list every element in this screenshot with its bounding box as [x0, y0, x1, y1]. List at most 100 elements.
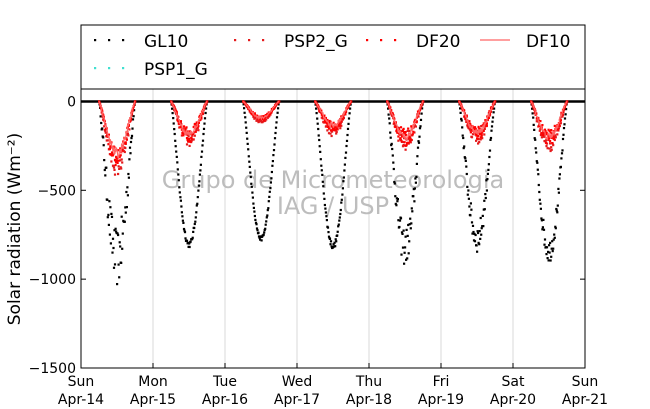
- point-GL10-5-67: [492, 111, 495, 114]
- point-GL10-0-41: [119, 245, 122, 248]
- point-GL10-2-60: [272, 149, 276, 152]
- series-GL10: [98, 100, 569, 286]
- point-DF20-3-33: [331, 125, 334, 128]
- point-PSP2_G-6-43: [552, 144, 555, 147]
- point-GL10-4-30: [401, 232, 404, 235]
- point-GL10-2-20: [252, 202, 255, 205]
- point-PSP2_G-4-32: [402, 143, 405, 147]
- point-GL10-6-19: [539, 207, 542, 210]
- point-GL10-6-20: [540, 217, 543, 220]
- point-GL10-4-38: [405, 228, 408, 231]
- point-DF20-3-53: [341, 117, 344, 120]
- point-GL10-5-51: [484, 193, 487, 196]
- point-GL10-6-2: [531, 107, 534, 110]
- point-GL10-1-18: [179, 196, 182, 199]
- point-DF20-6-39: [550, 129, 553, 132]
- point-GL10-0-30: [113, 229, 116, 232]
- point-GL10-2-28: [256, 229, 259, 232]
- point-GL10-5-53: [485, 179, 488, 182]
- point-GL10-3-16: [322, 185, 325, 188]
- point-GL10-4-44: [408, 223, 411, 226]
- point-GL10-5-24: [470, 208, 473, 211]
- point-PSP2_G-6-25: [542, 135, 546, 138]
- point-GL10-6-7: [533, 137, 536, 140]
- point-PSP2_G-5-50: [483, 127, 486, 130]
- point-GL10-0-55: [126, 186, 129, 189]
- point-GL10-2-22: [253, 210, 256, 213]
- point-GL10-5-4: [460, 117, 463, 120]
- point-GL10-4-35: [404, 246, 407, 249]
- point-PSP2_G-5-49: [483, 133, 486, 136]
- point-GL10-5-40: [478, 230, 481, 233]
- point-GL10-4-37: [405, 258, 408, 261]
- point-GL10-5-50: [483, 208, 486, 211]
- point-GL10-6-4: [532, 116, 535, 119]
- legend-item-DF20: DF20: [366, 32, 461, 52]
- x-tick-weekday-4: Thu: [355, 374, 382, 390]
- point-DF20-4-42: [407, 141, 410, 144]
- point-GL10-4-51: [412, 195, 415, 198]
- point-GL10-5-37: [477, 231, 480, 235]
- point-GL10-1-10: [175, 150, 178, 153]
- point-GL10-6-40: [550, 247, 553, 250]
- point-GL10-3-57: [343, 169, 346, 172]
- point-GL10-6-47: [554, 225, 557, 228]
- point-DF20-3-58: [343, 113, 346, 116]
- point-GL10-0-19: [107, 223, 110, 226]
- point-PSP2_G-6-17: [538, 129, 541, 132]
- point-DF20-5-52: [484, 123, 487, 126]
- point-GL10-2-32: [258, 236, 261, 240]
- point-DF20-0-19: [107, 133, 110, 136]
- point-DF20-2-49: [267, 114, 270, 117]
- point-DF20-0-27: [111, 154, 115, 157]
- x-tick-weekday-1: Mon: [138, 374, 168, 390]
- legend-item-PSP1_G: PSP1_G: [94, 60, 208, 80]
- point-GL10-1-35: [188, 242, 191, 245]
- point-GL10-1-11: [175, 155, 178, 158]
- point-GL10-0-26: [111, 251, 114, 254]
- point-GL10-5-22: [469, 214, 472, 217]
- point-GL10-0-68: [133, 109, 136, 112]
- point-PSP2_G-1-21: [180, 134, 183, 137]
- x-tick-weekday-5: Fri: [433, 374, 450, 390]
- point-GL10-3-43: [336, 234, 339, 237]
- point-GL10-0-51: [124, 206, 127, 209]
- point-GL10-2-2: [243, 107, 246, 110]
- point-GL10-5-66: [491, 116, 495, 119]
- point-PSP2_G-0-39: [118, 167, 121, 170]
- point-PSP2_G-5-25: [470, 136, 474, 139]
- point-DF20-5-10: [463, 109, 466, 112]
- point-GL10-5-12: [464, 157, 467, 160]
- x-tick-date-1: Apr-15: [130, 392, 176, 408]
- point-PSP2_G-6-58: [559, 122, 562, 125]
- point-GL10-4-24: [398, 225, 401, 229]
- point-PSP2_G-0-26: [111, 152, 114, 155]
- point-DF20-0-32: [114, 164, 117, 167]
- point-PSP2_G-1-59: [200, 117, 203, 120]
- point-PSP2_G-0-43: [120, 167, 123, 170]
- point-GL10-3-56: [342, 176, 345, 179]
- point-GL10-5-5: [460, 119, 463, 122]
- point-GL10-6-55: [558, 177, 561, 180]
- point-PSP2_G-6-29: [544, 139, 548, 142]
- point-GL10-6-61: [561, 149, 564, 152]
- point-GL10-4-32: [402, 229, 405, 232]
- point-GL10-0-52: [124, 211, 127, 214]
- point-GL10-0-39: [118, 276, 121, 279]
- axes: 0−500−1000−1500SunApr-14MonApr-15TueApr-…: [29, 88, 608, 408]
- point-PSP2_G-4-28: [400, 133, 403, 137]
- point-GL10-2-57: [271, 164, 274, 167]
- point-DF20-4-46: [409, 138, 412, 141]
- point-DF20-5-54: [485, 122, 488, 125]
- point-DF20-2-40: [262, 119, 265, 122]
- point-GL10-6-42: [551, 250, 554, 253]
- x-tick-weekday-6: Sat: [502, 374, 525, 390]
- point-GL10-3-7: [317, 134, 320, 137]
- point-GL10-3-19: [323, 203, 326, 207]
- legend-box: [80, 24, 586, 90]
- point-PSP2_G-0-28: [112, 165, 115, 168]
- point-GL10-0-25: [110, 215, 114, 218]
- point-PSP2_G-4-40: [406, 129, 409, 132]
- point-DF20-4-62: [417, 112, 421, 115]
- point-GL10-0-9: [102, 144, 105, 147]
